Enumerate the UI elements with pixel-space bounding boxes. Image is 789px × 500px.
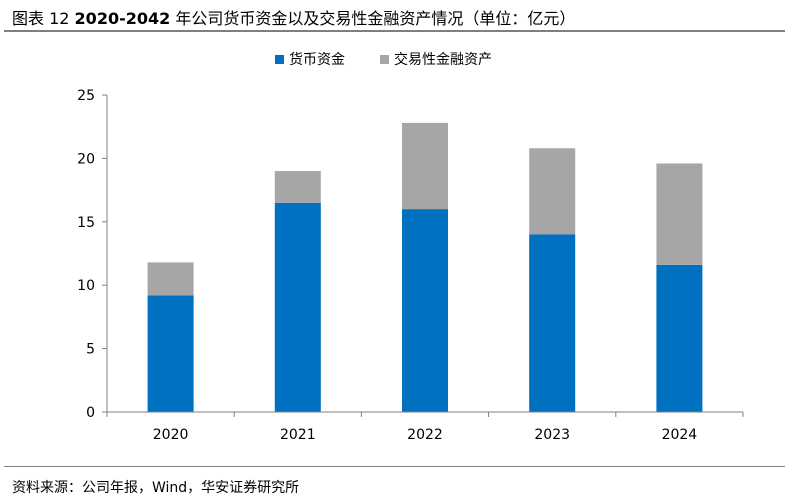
bar-2023-series-0 <box>529 234 576 412</box>
bar-2024-series-1 <box>656 163 703 265</box>
source-bar: 资料来源：公司年报，Wind，华安证券研究所 <box>4 466 785 496</box>
y-tick-label-5: 25 <box>77 88 95 104</box>
source-note: 资料来源：公司年报，Wind，华安证券研究所 <box>12 480 300 496</box>
figure-label: 图表 12 <box>12 9 70 28</box>
title-years: 2020-2042 <box>74 9 171 28</box>
x-tick-label-2022: 2022 <box>407 427 443 443</box>
y-tick-label-0: 0 <box>86 405 95 421</box>
y-tick-label-2: 10 <box>77 278 95 294</box>
x-tick-label-2020: 2020 <box>153 427 189 443</box>
legend-label-1: 交易性金融资产 <box>394 51 492 68</box>
bar-2022-series-1 <box>402 122 448 210</box>
y-tick-label-1: 5 <box>86 342 95 358</box>
bars <box>147 122 703 412</box>
bar-2024-series-0 <box>656 264 703 412</box>
bar-2022-series-0 <box>402 209 448 412</box>
legend: 货币资金 交易性金融资产 <box>275 51 492 68</box>
bar-2021-series-1 <box>274 171 321 203</box>
chart-title: 图表 12 2020-2042 年公司货币资金以及交易性金融资产情况（单位：亿元… <box>12 5 575 29</box>
title-bar: 图表 12 2020-2042 年公司货币资金以及交易性金融资产情况（单位：亿元… <box>4 0 785 32</box>
x-tick-label-2021: 2021 <box>280 427 316 443</box>
y-tick-label-4: 20 <box>77 151 95 167</box>
bar-2020-series-0 <box>147 295 194 412</box>
legend-swatch-1 <box>380 55 389 64</box>
x-axis: 2020 2021 2022 2023 2024 <box>106 411 744 443</box>
y-tick-label-3: 15 <box>77 215 95 231</box>
title-text: 年公司货币资金以及交易性金融资产情况（单位：亿元） <box>170 9 576 28</box>
legend-label-0: 货币资金 <box>289 51 345 68</box>
bar-2023-series-1 <box>529 148 576 235</box>
y-axis: 0 5 10 15 20 25 <box>77 88 108 421</box>
x-tick-label-2024: 2024 <box>662 427 698 443</box>
bar-2021-series-0 <box>274 202 321 412</box>
x-tick-label-2023: 2023 <box>534 427 570 443</box>
legend-swatch-0 <box>275 55 284 64</box>
bar-2020-series-1 <box>147 262 194 296</box>
